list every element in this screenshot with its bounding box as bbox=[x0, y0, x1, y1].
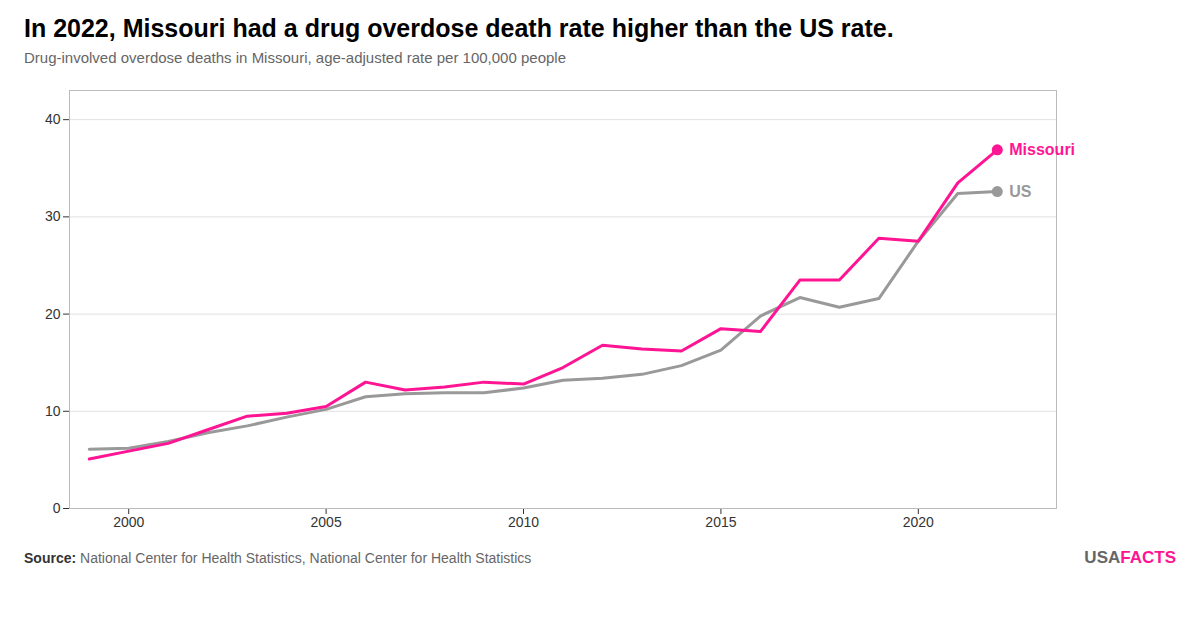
svg-text:2015: 2015 bbox=[705, 514, 736, 530]
svg-text:10: 10 bbox=[45, 403, 61, 419]
svg-text:0: 0 bbox=[53, 500, 61, 516]
svg-text:30: 30 bbox=[45, 208, 61, 224]
html-text:In 2022, Missouri had a drug o: In 2022, Missouri had a drug overdose de… bbox=[24, 14, 894, 42]
html-text:USA FACTS: USA FACTS bbox=[1084, 548, 1176, 567]
svg-text:40: 40 bbox=[45, 111, 61, 127]
html-text:Drug-involved overdose deaths: Drug-involved overdose deaths in Missour… bbox=[24, 49, 566, 66]
svg-text:20: 20 bbox=[45, 306, 61, 322]
svg-text:2020: 2020 bbox=[903, 514, 934, 530]
svg-text:2000: 2000 bbox=[113, 514, 144, 530]
svg-text:2010: 2010 bbox=[508, 514, 539, 530]
html-text:Source: National Center for He: Source: National Center for Health Stati… bbox=[24, 550, 532, 566]
svg-text:US: US bbox=[1009, 183, 1032, 200]
svg-text:2005: 2005 bbox=[311, 514, 342, 530]
svg-text:Missouri: Missouri bbox=[1009, 141, 1075, 158]
